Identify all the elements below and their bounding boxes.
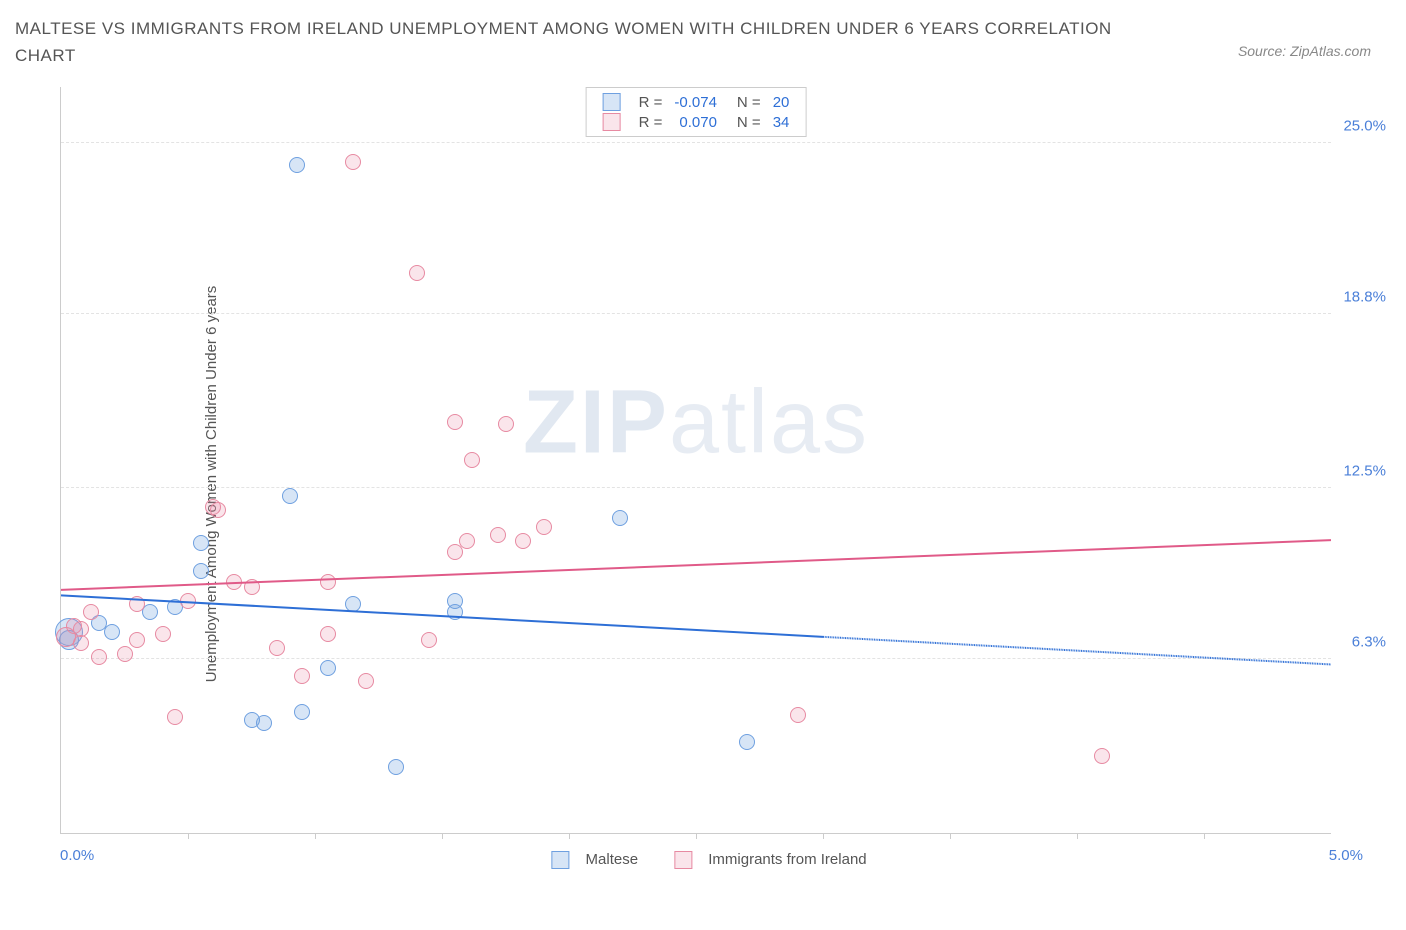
data-point-ireland: [1094, 748, 1110, 764]
x-tick: [950, 833, 951, 839]
y-tick-label: 12.5%: [1343, 463, 1386, 480]
data-point-ireland: [358, 673, 374, 689]
gridline: [61, 142, 1331, 143]
x-tick: [442, 833, 443, 839]
series-legend: Maltese Immigrants from Ireland: [527, 851, 878, 869]
data-point-maltese: [294, 704, 310, 720]
gridline: [61, 487, 1331, 488]
chart-header: MALTESE VS IMMIGRANTS FROM IRELAND UNEMP…: [15, 15, 1391, 69]
data-point-ireland: [117, 646, 133, 662]
data-point-ireland: [515, 533, 531, 549]
data-point-ireland: [205, 499, 221, 515]
gridline: [61, 658, 1331, 659]
data-point-ireland: [226, 574, 242, 590]
data-point-maltese: [193, 535, 209, 551]
data-point-ireland: [129, 632, 145, 648]
data-point-ireland: [129, 596, 145, 612]
x-axis-max-label: 5.0%: [1329, 847, 1363, 864]
data-point-maltese: [739, 734, 755, 750]
data-point-ireland: [409, 265, 425, 281]
x-tick: [1204, 833, 1205, 839]
data-point-maltese: [289, 157, 305, 173]
data-point-ireland: [244, 579, 260, 595]
x-tick: [569, 833, 570, 839]
data-point-ireland: [155, 626, 171, 642]
data-point-ireland: [91, 649, 107, 665]
gridline: [61, 313, 1331, 314]
data-point-ireland: [447, 414, 463, 430]
plot-area: ZIPatlas R =-0.074N =20R =0.070N =34 6.3…: [60, 87, 1331, 834]
chart-title: MALTESE VS IMMIGRANTS FROM IRELAND UNEMP…: [15, 15, 1115, 69]
y-tick-label: 6.3%: [1352, 634, 1386, 651]
data-point-maltese: [320, 660, 336, 676]
data-point-ireland: [83, 604, 99, 620]
data-point-maltese: [256, 715, 272, 731]
watermark-bold: ZIP: [523, 373, 669, 473]
legend-item-maltese: Maltese: [539, 851, 638, 868]
data-point-ireland: [269, 640, 285, 656]
legend-row-ireland: R =0.070N =34: [597, 112, 796, 132]
data-point-ireland: [464, 452, 480, 468]
data-point-ireland: [536, 519, 552, 535]
source-attribution: Source: ZipAtlas.com: [1238, 43, 1371, 59]
x-tick: [188, 833, 189, 839]
x-tick: [823, 833, 824, 839]
data-point-maltese: [104, 624, 120, 640]
data-point-maltese: [388, 759, 404, 775]
data-point-maltese: [345, 596, 361, 612]
legend-row-maltese: R =-0.074N =20: [597, 92, 796, 112]
x-tick: [1077, 833, 1078, 839]
data-point-maltese: [447, 604, 463, 620]
watermark-light: atlas: [669, 373, 869, 473]
data-point-maltese: [193, 563, 209, 579]
data-point-maltese: [282, 488, 298, 504]
data-point-ireland: [447, 544, 463, 560]
data-point-ireland: [294, 668, 310, 684]
legend-item-ireland: Immigrants from Ireland: [662, 851, 867, 868]
watermark: ZIPatlas: [523, 372, 869, 475]
data-point-ireland: [73, 621, 89, 637]
data-point-ireland: [790, 707, 806, 723]
data-point-ireland: [459, 533, 475, 549]
y-tick-label: 18.8%: [1343, 288, 1386, 305]
data-point-ireland: [320, 574, 336, 590]
data-point-ireland: [73, 635, 89, 651]
data-point-ireland: [345, 154, 361, 170]
correlation-legend: R =-0.074N =20R =0.070N =34: [586, 87, 807, 137]
chart-container: Unemployment Among Women with Children U…: [15, 79, 1391, 889]
data-point-ireland: [490, 527, 506, 543]
data-point-ireland: [167, 709, 183, 725]
data-point-maltese: [612, 510, 628, 526]
y-tick-label: 25.0%: [1343, 117, 1386, 134]
x-tick: [696, 833, 697, 839]
x-axis-min-label: 0.0%: [60, 847, 94, 864]
data-point-ireland: [498, 416, 514, 432]
data-point-ireland: [180, 593, 196, 609]
x-tick: [315, 833, 316, 839]
data-point-ireland: [421, 632, 437, 648]
data-point-ireland: [320, 626, 336, 642]
